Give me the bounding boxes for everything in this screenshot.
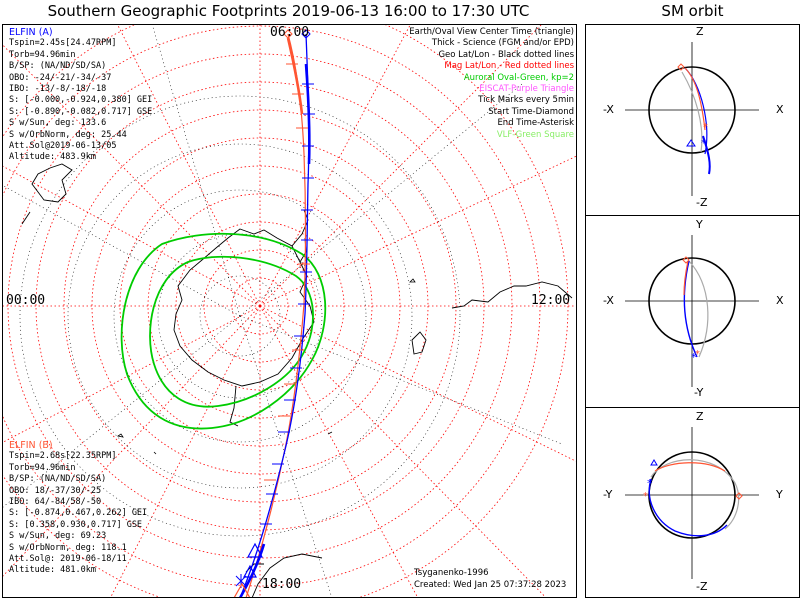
elfin-b-track [245,33,307,597]
elfin-b-header: ELFIN (B) [9,440,53,451]
elfin-a-track [239,33,310,597]
created-label: Created: Wed Jan 25 07:37:28 2023 [414,580,567,590]
elfin-b-line: S: [-0.874,0.467,0.262] GEI [9,508,148,519]
svg-text:*: * [647,477,653,490]
svg-text:*: * [703,122,708,133]
footprint-map-frame [2,24,577,598]
australia-coastline [21,163,73,225]
elfin-a-info: ELFIN (A) Tspin=2.45s[24.47RPM] Torb=94.… [9,27,152,164]
small-islands [116,278,416,455]
legend-item: EISCAT-Purple Triangle [479,84,574,95]
legend-item: Tick Marks every 5min [478,95,574,106]
elfin-a-line: Torb=94.96min [9,49,76,60]
sm2-bottom-label: -Y [694,386,704,399]
svg-text:*: * [695,349,700,360]
svg-text:*: * [701,138,706,149]
geo-lat-circles [19,95,461,537]
sm3-bottom-label: -Z [696,580,708,593]
sm3-right-label: Y [776,488,783,501]
elfin-b-line: IBO: 64/-84/58/-50 [9,497,102,508]
peninsula-coastline [229,237,307,427]
legend-item: End Time-Asterisk [497,118,574,129]
elfin-a-header: ELFIN (A) [9,27,53,38]
elfin-b-line: Torb=94.96min [9,462,76,473]
elfin-b-info: ELFIN (B) Tspin=2.68s[22.35RPM] Torb=94.… [9,440,147,577]
elfin-a-line: OBO: -24/-21/-34/-37 [9,72,112,83]
elfin-b-science-segment [286,37,304,115]
elfin-b-start-diamond [283,29,293,39]
sm1-bottom-label: -Z [696,196,708,209]
geo-lon-lines [3,25,563,597]
auroral-oval-inner [149,255,314,408]
madagascar-coastline [411,331,427,355]
elfin-b-line: S: [0.358,0.930,0.717] GSE [9,519,143,530]
time-label-right: 12:00 [531,293,571,308]
elfin-a-line: S: [-0.000,-0.924,0.380] GEI [9,95,153,106]
elfin-a-view-triangle-2 [242,564,258,578]
elfin-a-line: S: [-0.890,-0.082,0.717] GSE [9,106,153,117]
elfin-b-line: Altitude: 481.0km [9,565,96,576]
sm1-right-label: X [776,103,784,116]
svg-text:*: * [691,351,697,364]
time-label-bottom: 18:00 [262,577,302,592]
polar-footprint-map [3,25,576,597]
elfin-a-start-diamond [301,29,311,39]
sm2-top-label: Y [696,218,703,231]
africa-coastline [451,281,573,309]
time-label-top: 06:00 [270,25,310,40]
elfin-b-view-triangle [233,582,251,597]
sm2-right-label: X [776,294,784,307]
legend-item: Thick - Science (FGM and/or EPD) [431,38,574,49]
sm-orbit-yz: * * [625,427,759,579]
model-label: Tsyganenko-1996 [414,568,489,578]
legend-item: Auroral Oval-Green, kp=2 [463,72,574,83]
plot-title: Southern Geographic Footprints 2019-06-1… [47,2,530,20]
elfin-b-line: B/SP: (NA/ND/SD/SA) [9,474,107,485]
sm2-left-label: -X [603,294,614,307]
sm1-top-label: Z [696,25,704,38]
legend-item: Start Time-Diamond [488,106,574,117]
elfin-a-line: S w/Sun, deg: 133.6 [9,118,107,129]
sm1-left-label: -X [603,103,614,116]
legend-item: Mag Lat/Lon - Red dotted lines [444,61,574,72]
elfin-a-line: S w/OrbNorm, deg: 25.44 [9,129,127,140]
elfin-b-line: S w/OrbNorm, deg: 118.1 [9,542,127,553]
auroral-oval-outer [120,232,327,430]
elfin-a-view-triangle [246,542,264,558]
mag-lon-lines [3,25,576,597]
elfin-a-line: Att.Sol@2019-06-13/05 [9,141,117,152]
sm3-left-label: -Y [603,488,613,501]
elfin-b-line: Att.Sol@: 2019-06-18/11 [9,554,127,565]
elfin-b-line: S w/Sun, deg: 69.23 [9,531,107,542]
elfin-a-science-segment [304,63,311,165]
legend-item: Geo Lat/Lon - Black dotted lines [438,49,574,60]
time-label-left: 00:00 [6,293,46,308]
elfin-a-line: B/SP: (NA/ND/SD/SA) [9,61,107,72]
sm-orbit-xz: * * [625,42,759,196]
elfin-a-ticks [260,83,315,525]
legend-item: Earth/Oval View Center Time (triangle) [409,27,574,37]
sm-orbit-title: SM orbit [661,2,724,20]
sm-orbit-xy: * * [625,235,759,387]
elfin-a-line: Tspin=2.45s[24.47RPM] [9,38,117,49]
legend-item: VLF-Green Square [496,129,574,140]
elfin-b-line: Tspin=2.68s[22.35RPM] [9,451,117,462]
elfin-b-line: OBO: 18/-37/30/-25 [9,485,102,496]
sm3-top-label: Z [696,410,704,423]
elfin-b-ticks [264,63,310,481]
legend: Earth/Oval View Center Time (triangle) T… [409,27,574,141]
elfin-a-line: IBO: -13/-8/-18/-18 [9,84,107,95]
elfin-a-line: Altitude: 483.9km [9,152,96,163]
svg-text:*: * [643,491,648,502]
